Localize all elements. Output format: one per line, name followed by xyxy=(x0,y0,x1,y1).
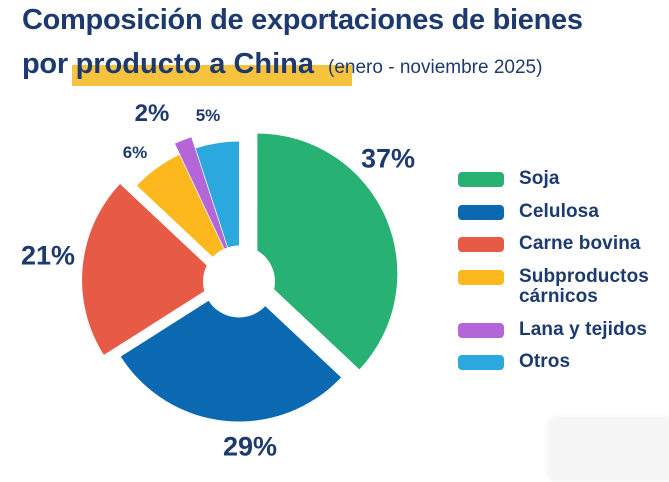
pct-label-carne-bovina: 21% xyxy=(20,240,76,271)
donut-chart xyxy=(0,95,450,476)
slice-lana-y-tejidos xyxy=(174,137,235,271)
legend-item-celulosa: Celulosa xyxy=(458,200,664,223)
legend-label-lana-y-tejidos: Lana y tejidos xyxy=(519,318,648,340)
title-subtitle: (enero - noviembre 2025) xyxy=(328,57,543,78)
slice-otros xyxy=(195,141,239,282)
legend-label-subproductos-carnicos: Subproductos cárnicos xyxy=(519,265,649,308)
legend-label-celulosa: Celulosa xyxy=(519,200,599,222)
legend-swatch-carne-bovina xyxy=(458,237,504,253)
slice-carne-bovina xyxy=(82,184,223,355)
legend-label-otros: Otros xyxy=(519,351,571,373)
watermark xyxy=(547,416,669,482)
legend-item-subproductos-carnicos: Subproductos cárnicos xyxy=(458,265,664,308)
title-line1: Composición de exportaciones de bienes xyxy=(22,4,583,36)
slice-celulosa xyxy=(120,281,342,422)
legend-swatch-lana-y-tejidos xyxy=(458,322,504,338)
legend-label-carne-bovina: Carne bovina xyxy=(519,233,641,255)
legend-item-carne-bovina: Carne bovina xyxy=(458,234,664,255)
slice-subproductos-c-rnicos xyxy=(136,154,239,282)
legend: Soja Celulosa Carne bovina Subproductos … xyxy=(458,168,664,373)
legend-item-otros: Otros xyxy=(458,352,664,373)
legend-swatch-otros xyxy=(458,355,504,371)
legend-item-soja: Soja xyxy=(458,168,664,190)
title-line2: por producto a China (enero - noviembre 2… xyxy=(22,48,662,86)
legend-item-lana-y-tejidos: Lana y tejidos xyxy=(458,318,664,341)
pct-label-celulosa: 29% xyxy=(222,431,278,462)
title-line2-highlighted-text: producto a China xyxy=(75,48,315,80)
donut-hole xyxy=(203,245,275,318)
title-line2-prefix: por xyxy=(22,48,76,80)
title-block: Composición de exportaciones de bienes p… xyxy=(22,4,662,86)
donut-chart-svg xyxy=(82,133,398,422)
pct-label-otros: 5% xyxy=(195,106,221,125)
legend-label-soja: Soja xyxy=(519,168,560,189)
legend-swatch-subproductos-carnicos xyxy=(458,269,504,285)
pct-label-subproductos-carnicos: 6% xyxy=(122,143,148,162)
legend-swatch-soja xyxy=(458,172,504,187)
yellow-highlight-bar xyxy=(72,65,352,86)
slice-soja xyxy=(257,133,398,370)
pct-label-lana-y-tejidos: 2% xyxy=(134,100,170,127)
pct-label-soja: 37% xyxy=(360,143,416,174)
legend-swatch-celulosa xyxy=(458,204,504,220)
